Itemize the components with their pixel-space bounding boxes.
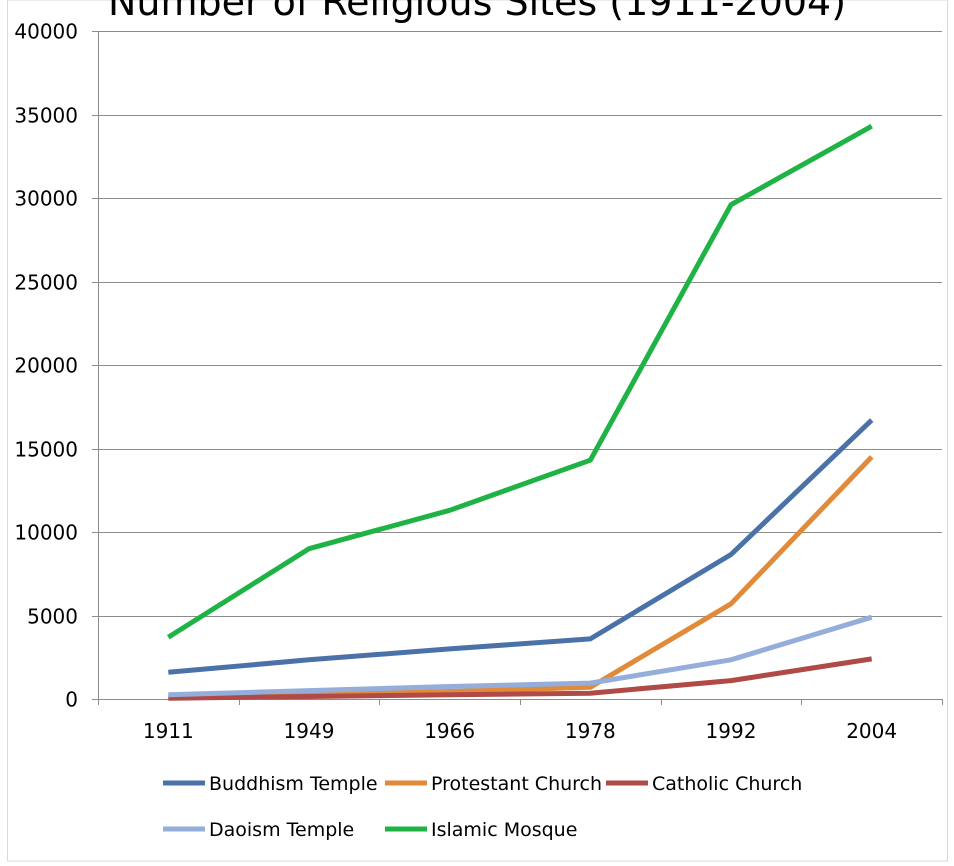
x-tick-label: 2004 (846, 719, 897, 743)
series-line-catholic-church (168, 656, 873, 701)
x-tick-label: 1966 (424, 719, 475, 743)
legend-label-islamic-mosque: Islamic Mosque (431, 819, 577, 841)
legend-label-protestant-church: Protestant Church (431, 773, 602, 795)
y-tick-label: 15000 (14, 438, 78, 462)
y-axis-tick-labels: 0 5000 10000 15000 20000 25000 30000 35000 40000 (14, 20, 78, 712)
y-tick-label: 40000 (14, 20, 78, 44)
x-tick-label: 1911 (143, 719, 194, 743)
y-tick-label: 20000 (14, 354, 78, 378)
y-tick-label: 5000 (27, 605, 78, 629)
y-tick-label: 25000 (14, 271, 78, 295)
legend: Buddhism Temple Protestant Church Catholic… (163, 773, 802, 841)
series-line-buddhism-temple (168, 418, 874, 675)
x-tick-label: 1949 (284, 719, 335, 743)
series-lines (166, 124, 874, 701)
series-line-daoism-temple (168, 614, 873, 698)
x-tick-label: 1992 (706, 719, 757, 743)
y-tick-label: 30000 (14, 187, 78, 211)
series-line-islamic-mosque (166, 124, 873, 640)
y-tick-label: 10000 (14, 521, 78, 545)
chart-title: Number of Religious Sites (1911-2004) (107, 0, 847, 24)
legend-label-daoism-temple: Daoism Temple (209, 819, 354, 841)
x-axis-tick-labels: 1911 1949 1966 1978 1992 2004 (143, 719, 897, 743)
y-tick-label: 0 (65, 688, 78, 712)
x-tick-label: 1978 (565, 719, 616, 743)
gridlines (98, 31, 942, 617)
y-tick-label: 35000 (14, 104, 78, 128)
chart-border (7, 0, 948, 862)
legend-label-catholic-church: Catholic Church (652, 773, 802, 795)
legend-label-buddhism-temple: Buddhism Temple (209, 773, 378, 795)
